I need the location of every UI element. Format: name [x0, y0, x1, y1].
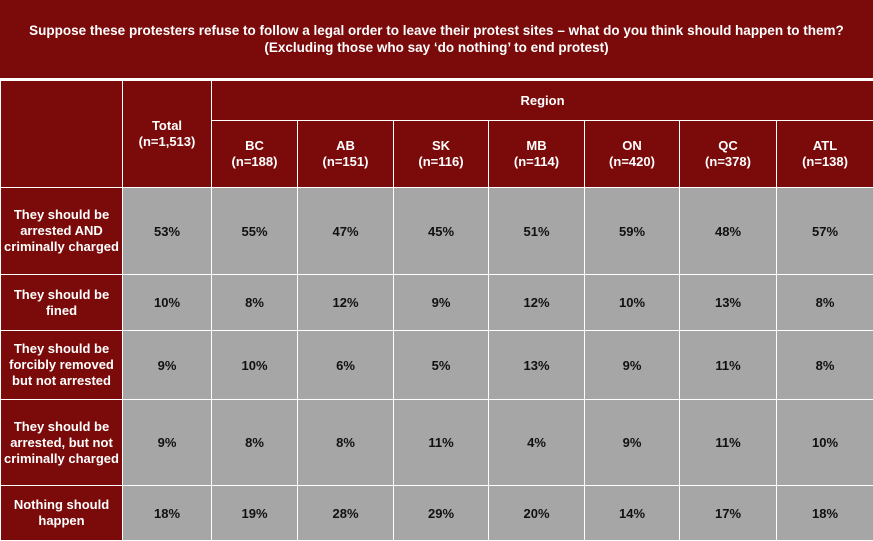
column-header-name: ON — [587, 138, 677, 154]
column-header-n: (n=114) — [491, 154, 582, 170]
value-cell: 11% — [680, 400, 777, 486]
value-cell: 14% — [585, 486, 680, 541]
value-cell: 11% — [680, 331, 777, 400]
value-cell: 51% — [489, 188, 585, 275]
value-cell: 17% — [680, 486, 777, 541]
value-cell: 13% — [680, 275, 777, 331]
table-row: They should be arrested, but not crimina… — [1, 400, 873, 486]
value-cell: 12% — [489, 275, 585, 331]
value-cell: 8% — [212, 275, 298, 331]
column-header-n: (n=151) — [300, 154, 391, 170]
column-header-n: (n=116) — [396, 154, 486, 170]
column-header-n: (n=188) — [214, 154, 295, 170]
table-row: They should be forcibly removed but not … — [1, 331, 873, 400]
value-cell: 4% — [489, 400, 585, 486]
value-cell: 11% — [394, 400, 489, 486]
value-cell: 47% — [298, 188, 394, 275]
value-cell: 9% — [123, 331, 212, 400]
value-cell: 6% — [298, 331, 394, 400]
column-header-ab: AB(n=151) — [298, 121, 394, 188]
value-cell: 53% — [123, 188, 212, 275]
column-header-bc: BC(n=188) — [212, 121, 298, 188]
row-label: They should be arrested, but not crimina… — [1, 400, 123, 486]
value-cell: 18% — [777, 486, 873, 541]
value-cell: 10% — [777, 400, 873, 486]
row-label: They should be fined — [1, 275, 123, 331]
column-header-name: MB — [491, 138, 582, 154]
column-header-sk: SK(n=116) — [394, 121, 489, 188]
value-cell: 9% — [585, 331, 680, 400]
value-cell: 8% — [212, 400, 298, 486]
column-header-name: Total — [125, 118, 209, 134]
value-cell: 48% — [680, 188, 777, 275]
corner-cell — [1, 81, 123, 188]
column-header-name: AB — [300, 138, 391, 154]
table-title: Suppose these protesters refuse to follo… — [0, 0, 873, 78]
value-cell: 29% — [394, 486, 489, 541]
column-header-name: ATL — [779, 138, 871, 154]
value-cell: 10% — [585, 275, 680, 331]
value-cell: 59% — [585, 188, 680, 275]
header-row-region: Total (n=1,513) Region — [1, 81, 873, 121]
value-cell: 8% — [777, 331, 873, 400]
value-cell: 12% — [298, 275, 394, 331]
row-label: They should be forcibly removed but not … — [1, 331, 123, 400]
value-cell: 57% — [777, 188, 873, 275]
value-cell: 55% — [212, 188, 298, 275]
column-header-name: BC — [214, 138, 295, 154]
value-cell: 9% — [123, 400, 212, 486]
value-cell: 20% — [489, 486, 585, 541]
column-header-n: (n=138) — [779, 154, 871, 170]
value-cell: 8% — [777, 275, 873, 331]
column-header-total: Total (n=1,513) — [123, 81, 212, 188]
column-header-qc: QC(n=378) — [680, 121, 777, 188]
column-header-name: QC — [682, 138, 774, 154]
region-header: Region — [212, 81, 873, 121]
value-cell: 9% — [394, 275, 489, 331]
results-table: Total (n=1,513) Region BC(n=188)AB(n=151… — [0, 80, 873, 541]
value-cell: 45% — [394, 188, 489, 275]
column-header-mb: MB(n=114) — [489, 121, 585, 188]
value-cell: 10% — [123, 275, 212, 331]
column-header-n: (n=420) — [587, 154, 677, 170]
value-cell: 13% — [489, 331, 585, 400]
row-label: They should be arrested AND criminally c… — [1, 188, 123, 275]
value-cell: 5% — [394, 331, 489, 400]
value-cell: 28% — [298, 486, 394, 541]
row-label: Nothing should happen — [1, 486, 123, 541]
column-header-n: (n=378) — [682, 154, 774, 170]
column-header-atl: ATL(n=138) — [777, 121, 873, 188]
value-cell: 8% — [298, 400, 394, 486]
column-header-n: (n=1,513) — [125, 134, 209, 150]
value-cell: 19% — [212, 486, 298, 541]
value-cell: 10% — [212, 331, 298, 400]
table-row: They should be arrested AND criminally c… — [1, 188, 873, 275]
column-header-on: ON(n=420) — [585, 121, 680, 188]
value-cell: 9% — [585, 400, 680, 486]
column-header-name: SK — [396, 138, 486, 154]
value-cell: 18% — [123, 486, 212, 541]
